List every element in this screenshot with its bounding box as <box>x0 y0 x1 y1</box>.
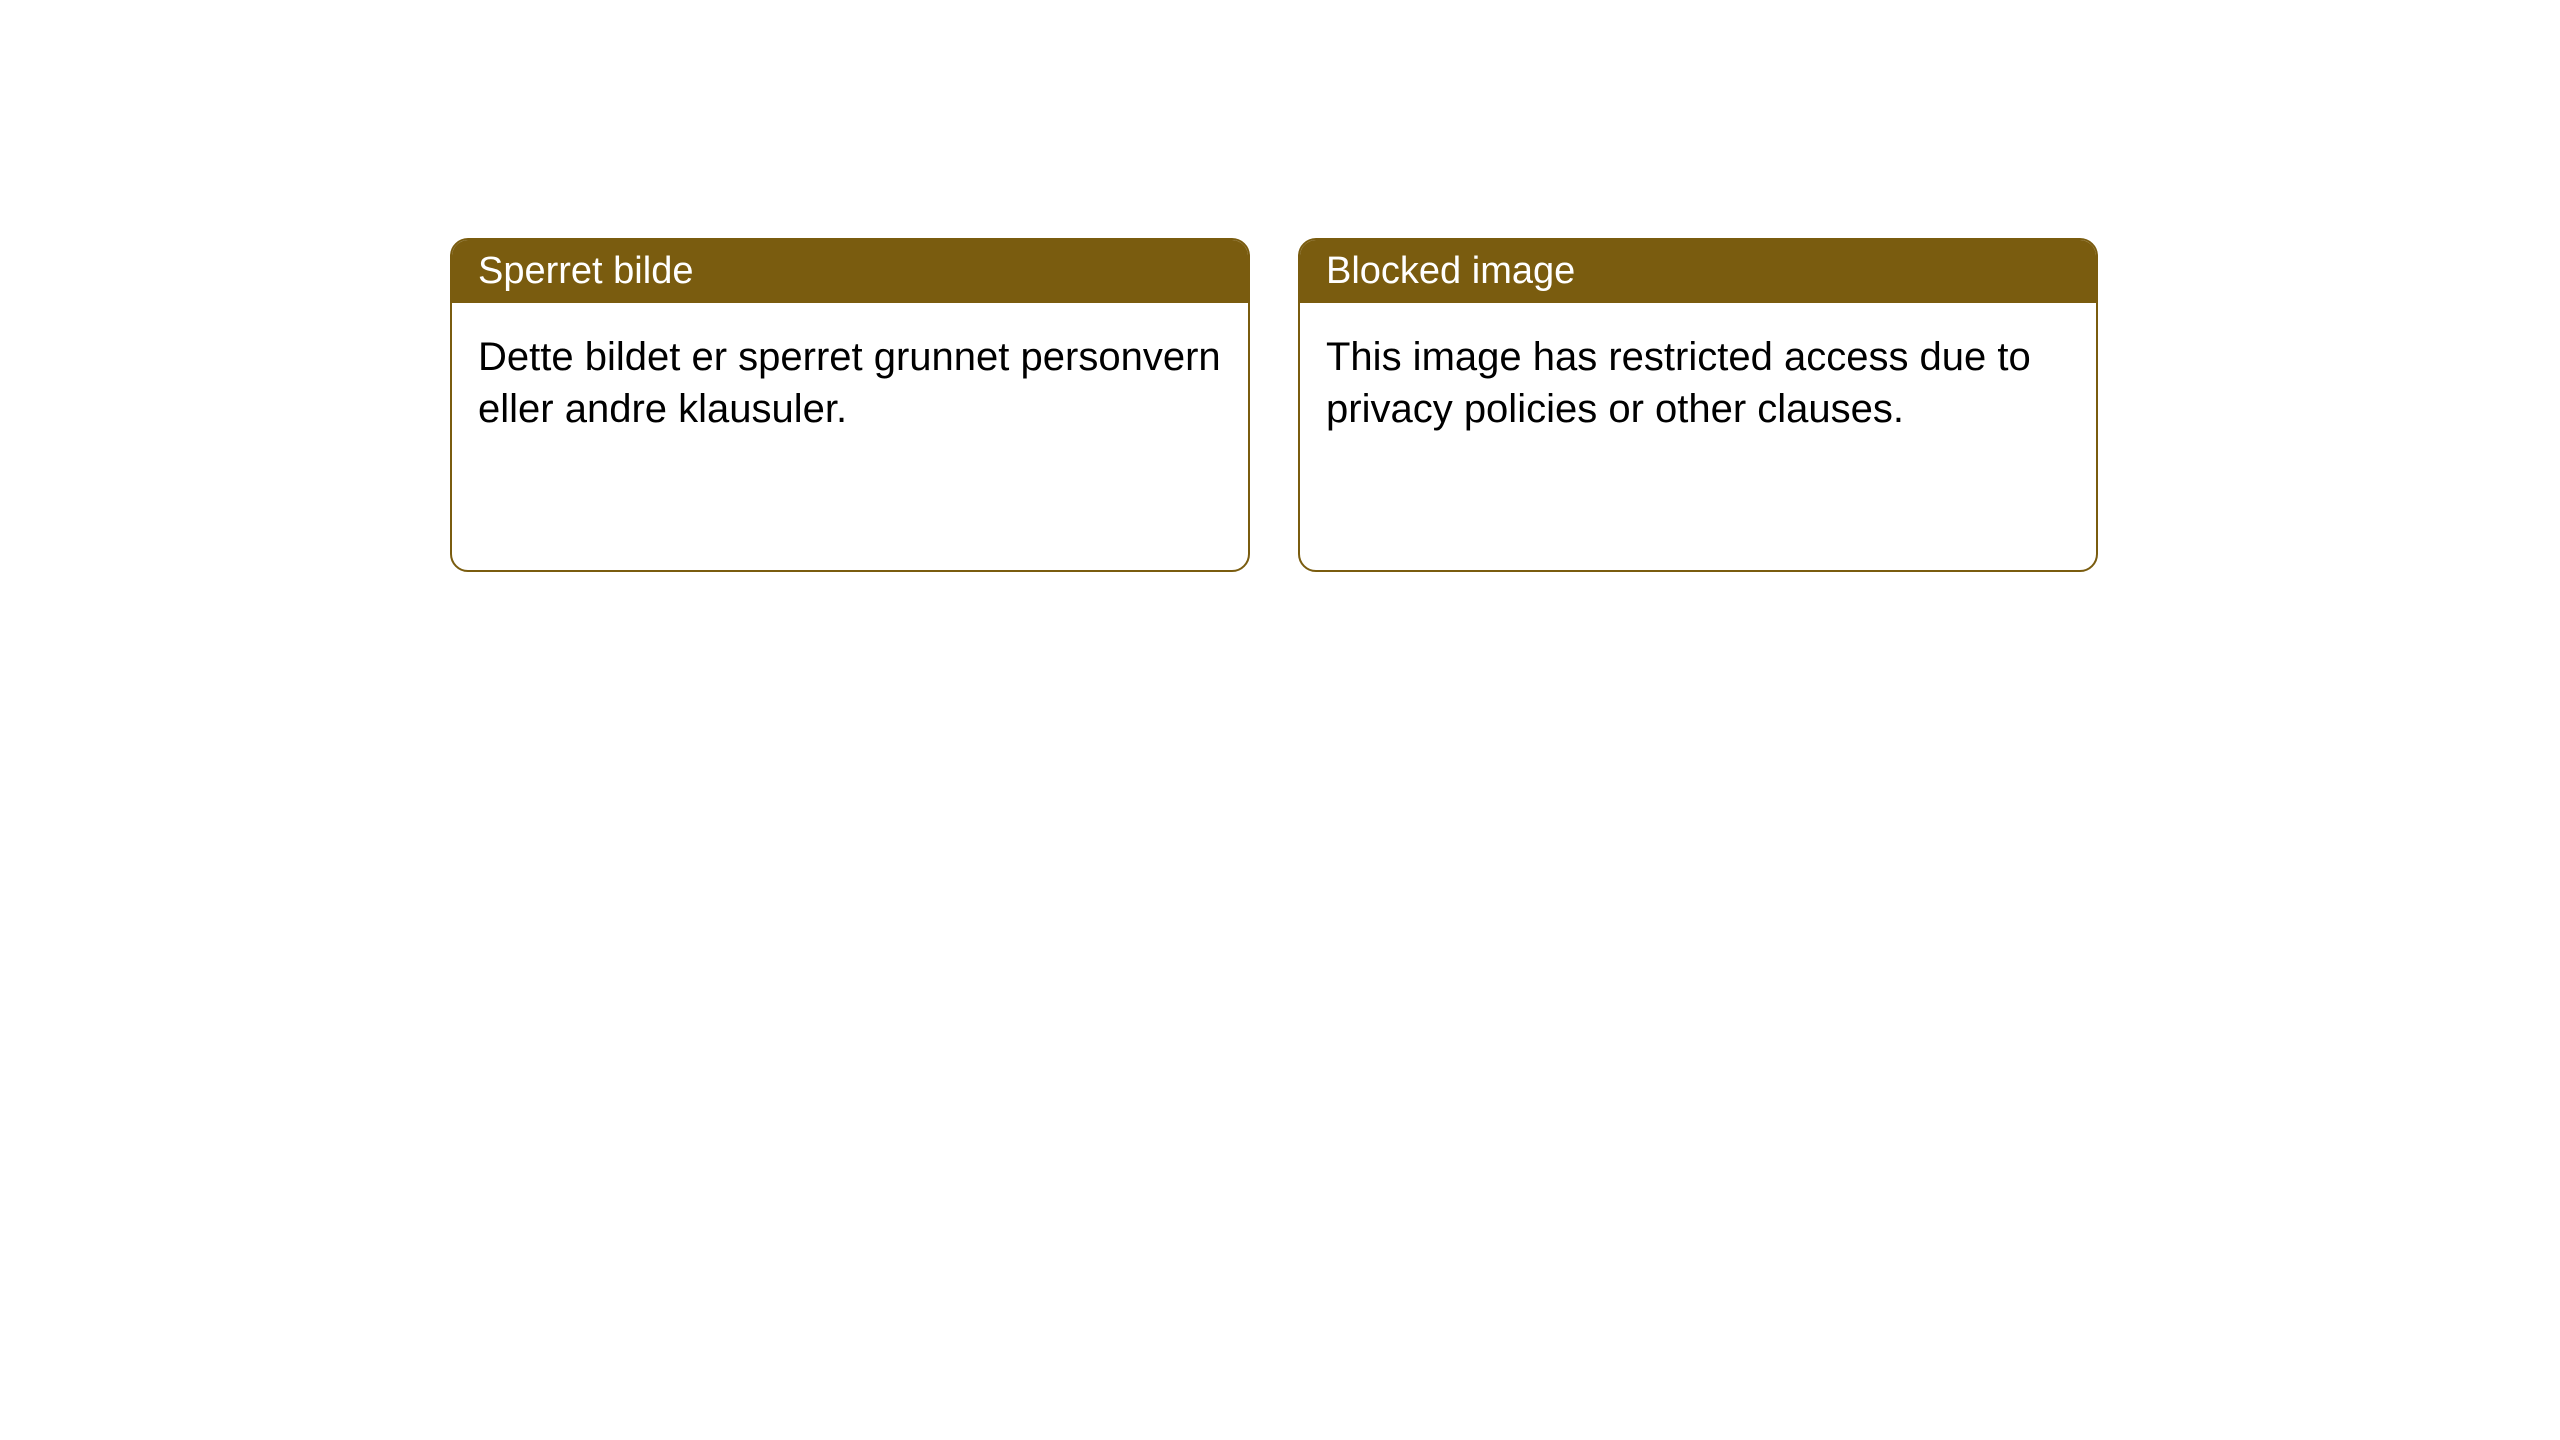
blocked-image-card-en: Blocked image This image has restricted … <box>1298 238 2098 572</box>
blocked-image-card-no: Sperret bilde Dette bildet er sperret gr… <box>450 238 1250 572</box>
card-header-text: Sperret bilde <box>478 250 693 292</box>
card-header: Sperret bilde <box>452 240 1248 303</box>
card-header-text: Blocked image <box>1326 250 1575 292</box>
cards-container: Sperret bilde Dette bildet er sperret gr… <box>0 0 2560 572</box>
card-header: Blocked image <box>1300 240 2096 303</box>
card-body-text: This image has restricted access due to … <box>1326 335 2031 431</box>
card-body: This image has restricted access due to … <box>1300 303 2096 463</box>
card-body: Dette bildet er sperret grunnet personve… <box>452 303 1248 463</box>
card-body-text: Dette bildet er sperret grunnet personve… <box>478 335 1221 431</box>
